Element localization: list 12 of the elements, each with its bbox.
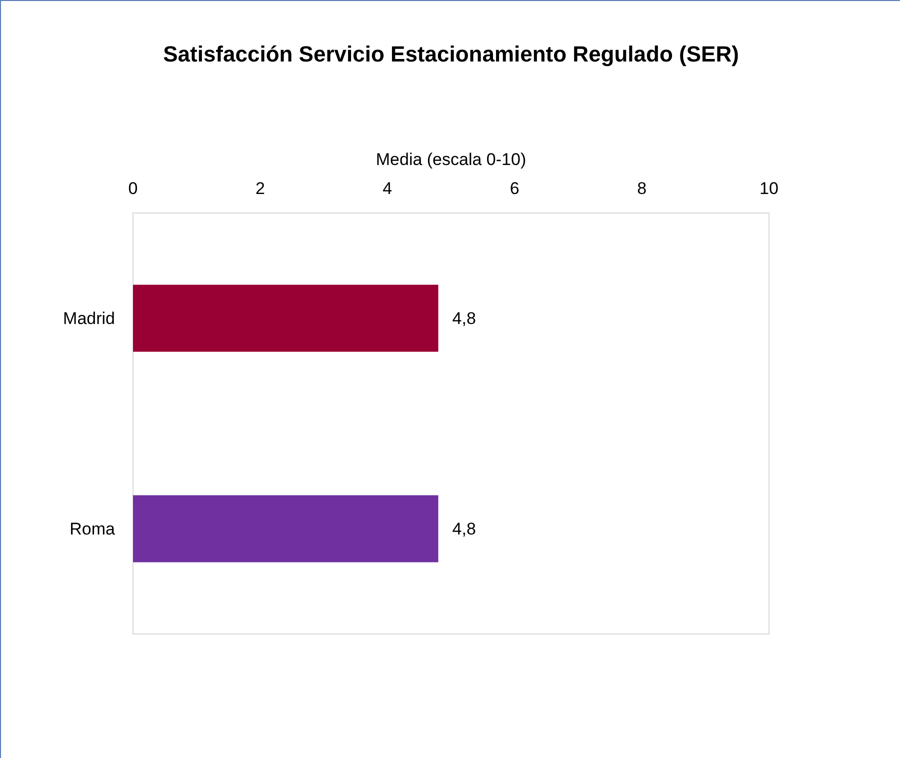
x-tick-label: 2 bbox=[255, 179, 265, 198]
x-tick-label: 10 bbox=[760, 179, 778, 198]
chart-title: Satisfacción Servicio Estacionamiento Regulado (SER) bbox=[163, 42, 739, 66]
y-tick-label: Roma bbox=[70, 519, 116, 538]
data-label: 4,8 bbox=[452, 519, 476, 538]
data-label: 4,8 bbox=[452, 308, 476, 328]
y-tick-label: Madrid bbox=[63, 308, 115, 328]
x-tick-label: 6 bbox=[510, 179, 520, 198]
x-tick-label: 0 bbox=[128, 179, 138, 198]
x-tick-label: 8 bbox=[637, 179, 647, 198]
x-tick-label: 4 bbox=[382, 179, 392, 198]
x-axis-title: Media (escala 0-10) bbox=[376, 150, 526, 169]
